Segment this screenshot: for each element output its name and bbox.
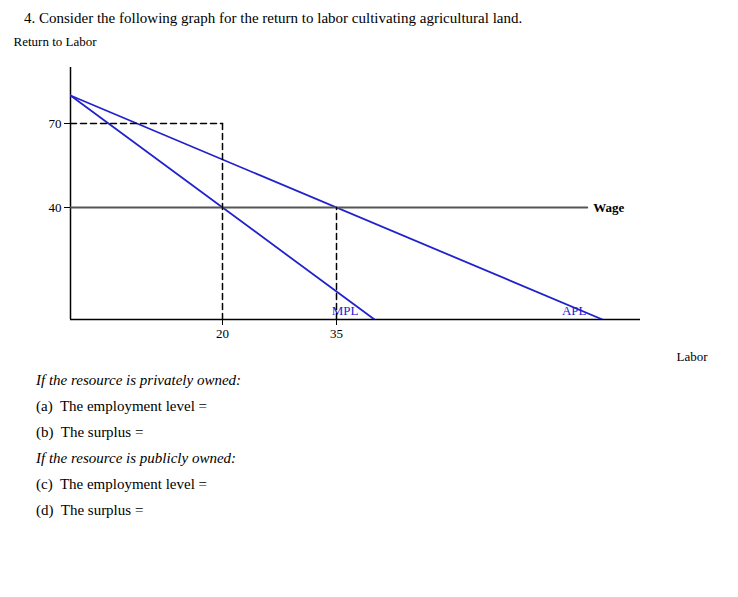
svg-text:Labor: Labor <box>676 349 708 364</box>
svg-text:70: 70 <box>49 116 62 131</box>
svg-text:MPL: MPL <box>331 302 359 318</box>
svg-text:40: 40 <box>49 200 62 215</box>
html-text:4. Consider the following grap: 4. Consider the following graph for the … <box>24 10 523 26</box>
html-text:(b) The surplus =: (b) The surplus = <box>36 424 144 440</box>
html-text:If the resource is publicly ow: If the resource is publicly owned: <box>36 450 237 466</box>
svg-text:Wage: Wage <box>593 200 624 215</box>
html-text:(a) The employment level =: (a) The employment level = <box>36 398 207 414</box>
svg-text:20: 20 <box>216 326 229 341</box>
svg-text:APL: APL <box>562 303 587 318</box>
svg-text:Return to Labor: Return to Labor <box>14 34 98 49</box>
svg-text:35: 35 <box>330 326 343 341</box>
html-text:(d) The surplus =: (d) The surplus = <box>36 502 144 518</box>
html-text:If the resource is privately o: If the resource is privately owned: <box>36 372 242 388</box>
html-text:(c) The employment level =: (c) The employment level = <box>36 476 207 492</box>
